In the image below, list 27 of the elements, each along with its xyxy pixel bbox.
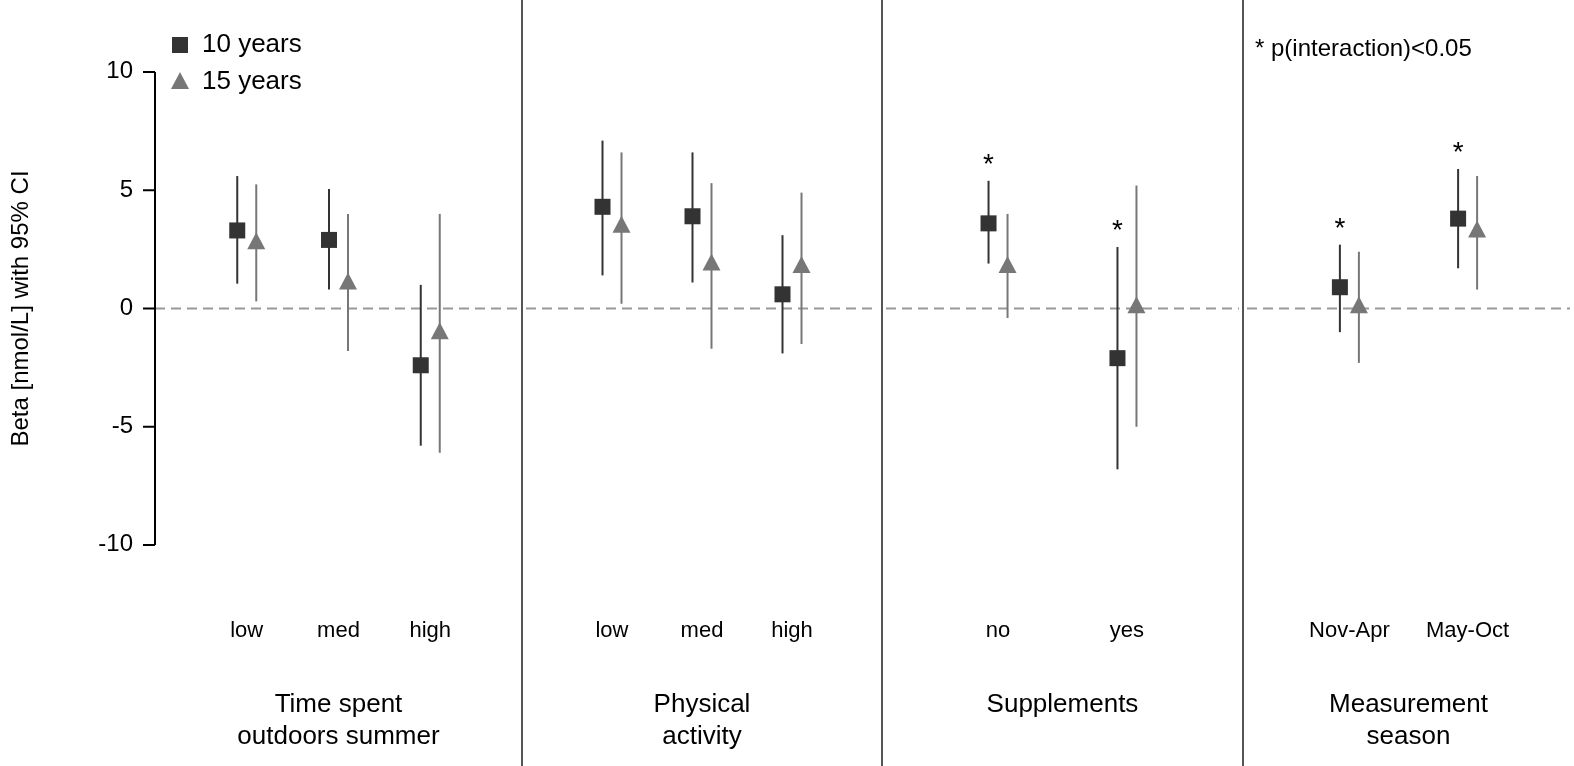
y-tick-label: -5 — [111, 411, 133, 439]
annotation: * — [1334, 211, 1346, 243]
legend-label: 10 years — [202, 27, 302, 58]
x-tick-label: Nov-Apr — [1309, 617, 1390, 642]
y-axis-title: Beta [nmol/L] with 95% CI — [6, 170, 33, 447]
x-tick-label: yes — [1109, 617, 1145, 642]
x-axis-title: Time spent outdoors summer — [237, 688, 440, 750]
text: * p(interaction)<0.05 — [1255, 34, 1472, 62]
x-tick-label: med — [680, 617, 724, 642]
y-tick-label: 0 — [119, 292, 133, 320]
x-tick-label: high — [409, 617, 452, 642]
x-tick-label: no — [985, 617, 1011, 642]
x-tick-label: low — [230, 617, 264, 642]
y-tick-label: 5 — [119, 174, 133, 202]
x-tick-label: high — [771, 617, 813, 642]
annotation: * — [1112, 214, 1124, 246]
x-tick-label: May-Oct — [1426, 617, 1510, 642]
x-tick-label: low — [595, 617, 629, 642]
x-axis-title: Measurement season — [1329, 688, 1489, 750]
legend-label: 15 years — [202, 64, 302, 95]
y-tick-label: -10 — [98, 529, 133, 557]
annotation: * — [1452, 135, 1464, 167]
annotation: * — [983, 147, 995, 179]
x-tick-label: med — [317, 617, 360, 642]
x-axis-title: Physical activity — [653, 688, 751, 750]
y-tick-label: 10 — [106, 56, 133, 84]
x-axis-title: Supplements — [986, 688, 1139, 718]
